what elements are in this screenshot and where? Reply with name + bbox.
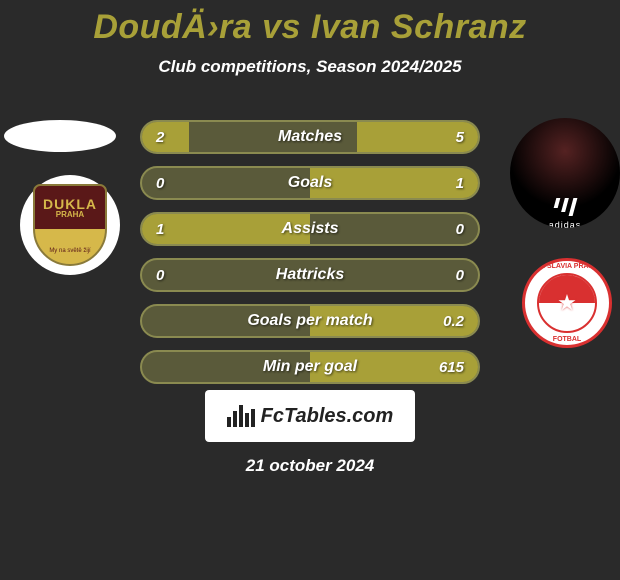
stat-label: Matches <box>278 128 342 146</box>
club-right-name: SK SLAVIA PRAHA <box>525 263 609 270</box>
club-right-sub: FOTBAL <box>525 336 609 343</box>
stat-value-right: 615 <box>439 359 464 376</box>
stat-fill-right <box>310 168 478 198</box>
stat-value-left: 0 <box>156 267 164 284</box>
stat-label: Hattricks <box>276 266 344 284</box>
stat-fill-left <box>142 122 189 152</box>
stat-value-left: 2 <box>156 129 164 146</box>
club-left-tag: My na světě žijí <box>49 248 90 254</box>
page-title: DoudÄ›ra vs Ivan Schranz <box>0 0 620 47</box>
chart-icon <box>227 405 255 427</box>
stat-row: Min per goal 615 <box>140 350 480 384</box>
comparison-card: DoudÄ›ra vs Ivan Schranz Club competitio… <box>0 0 620 580</box>
stat-row: 0 Goals 1 <box>140 166 480 200</box>
player-photo-left <box>4 120 116 152</box>
stat-row: 2 Matches 5 <box>140 120 480 154</box>
slavia-inner: ★ <box>537 273 597 333</box>
stats-chart: 2 Matches 5 0 Goals 1 1 Assists 0 0 Hattricks 0 Goal… <box>140 120 480 396</box>
stat-value-right: 0 <box>456 221 464 238</box>
stat-label: Assists <box>282 220 339 238</box>
kit-brand-text: adidas <box>549 220 582 228</box>
stat-row: 0 Hattricks 0 <box>140 258 480 292</box>
stat-label: Goals <box>288 174 332 192</box>
stat-label: Goals per match <box>247 312 372 330</box>
club-badge-left: DUKLA PRAHA My na světě žijí <box>20 175 120 275</box>
stat-value-left: 1 <box>156 221 164 238</box>
player-photo-right: adidas <box>510 118 620 228</box>
stat-row: Goals per match 0.2 <box>140 304 480 338</box>
dukla-shield: DUKLA PRAHA My na světě žijí <box>33 184 107 266</box>
stat-value-right: 0.2 <box>443 313 464 330</box>
stat-value-right: 5 <box>456 129 464 146</box>
site-name: FcTables.com <box>261 405 394 428</box>
adidas-logo-icon <box>555 198 575 216</box>
club-left-sub: PRAHA <box>56 210 84 219</box>
date-text: 21 october 2024 <box>246 456 375 476</box>
stat-value-left: 0 <box>156 175 164 192</box>
site-badge: FcTables.com <box>205 390 415 442</box>
page-subtitle: Club competitions, Season 2024/2025 <box>0 57 620 77</box>
stat-row: 1 Assists 0 <box>140 212 480 246</box>
star-icon: ★ <box>557 290 577 316</box>
stat-label: Min per goal <box>263 358 357 376</box>
stat-value-right: 1 <box>456 175 464 192</box>
stat-value-right: 0 <box>456 267 464 284</box>
club-badge-right: SK SLAVIA PRAHA ★ FOTBAL <box>522 258 612 348</box>
